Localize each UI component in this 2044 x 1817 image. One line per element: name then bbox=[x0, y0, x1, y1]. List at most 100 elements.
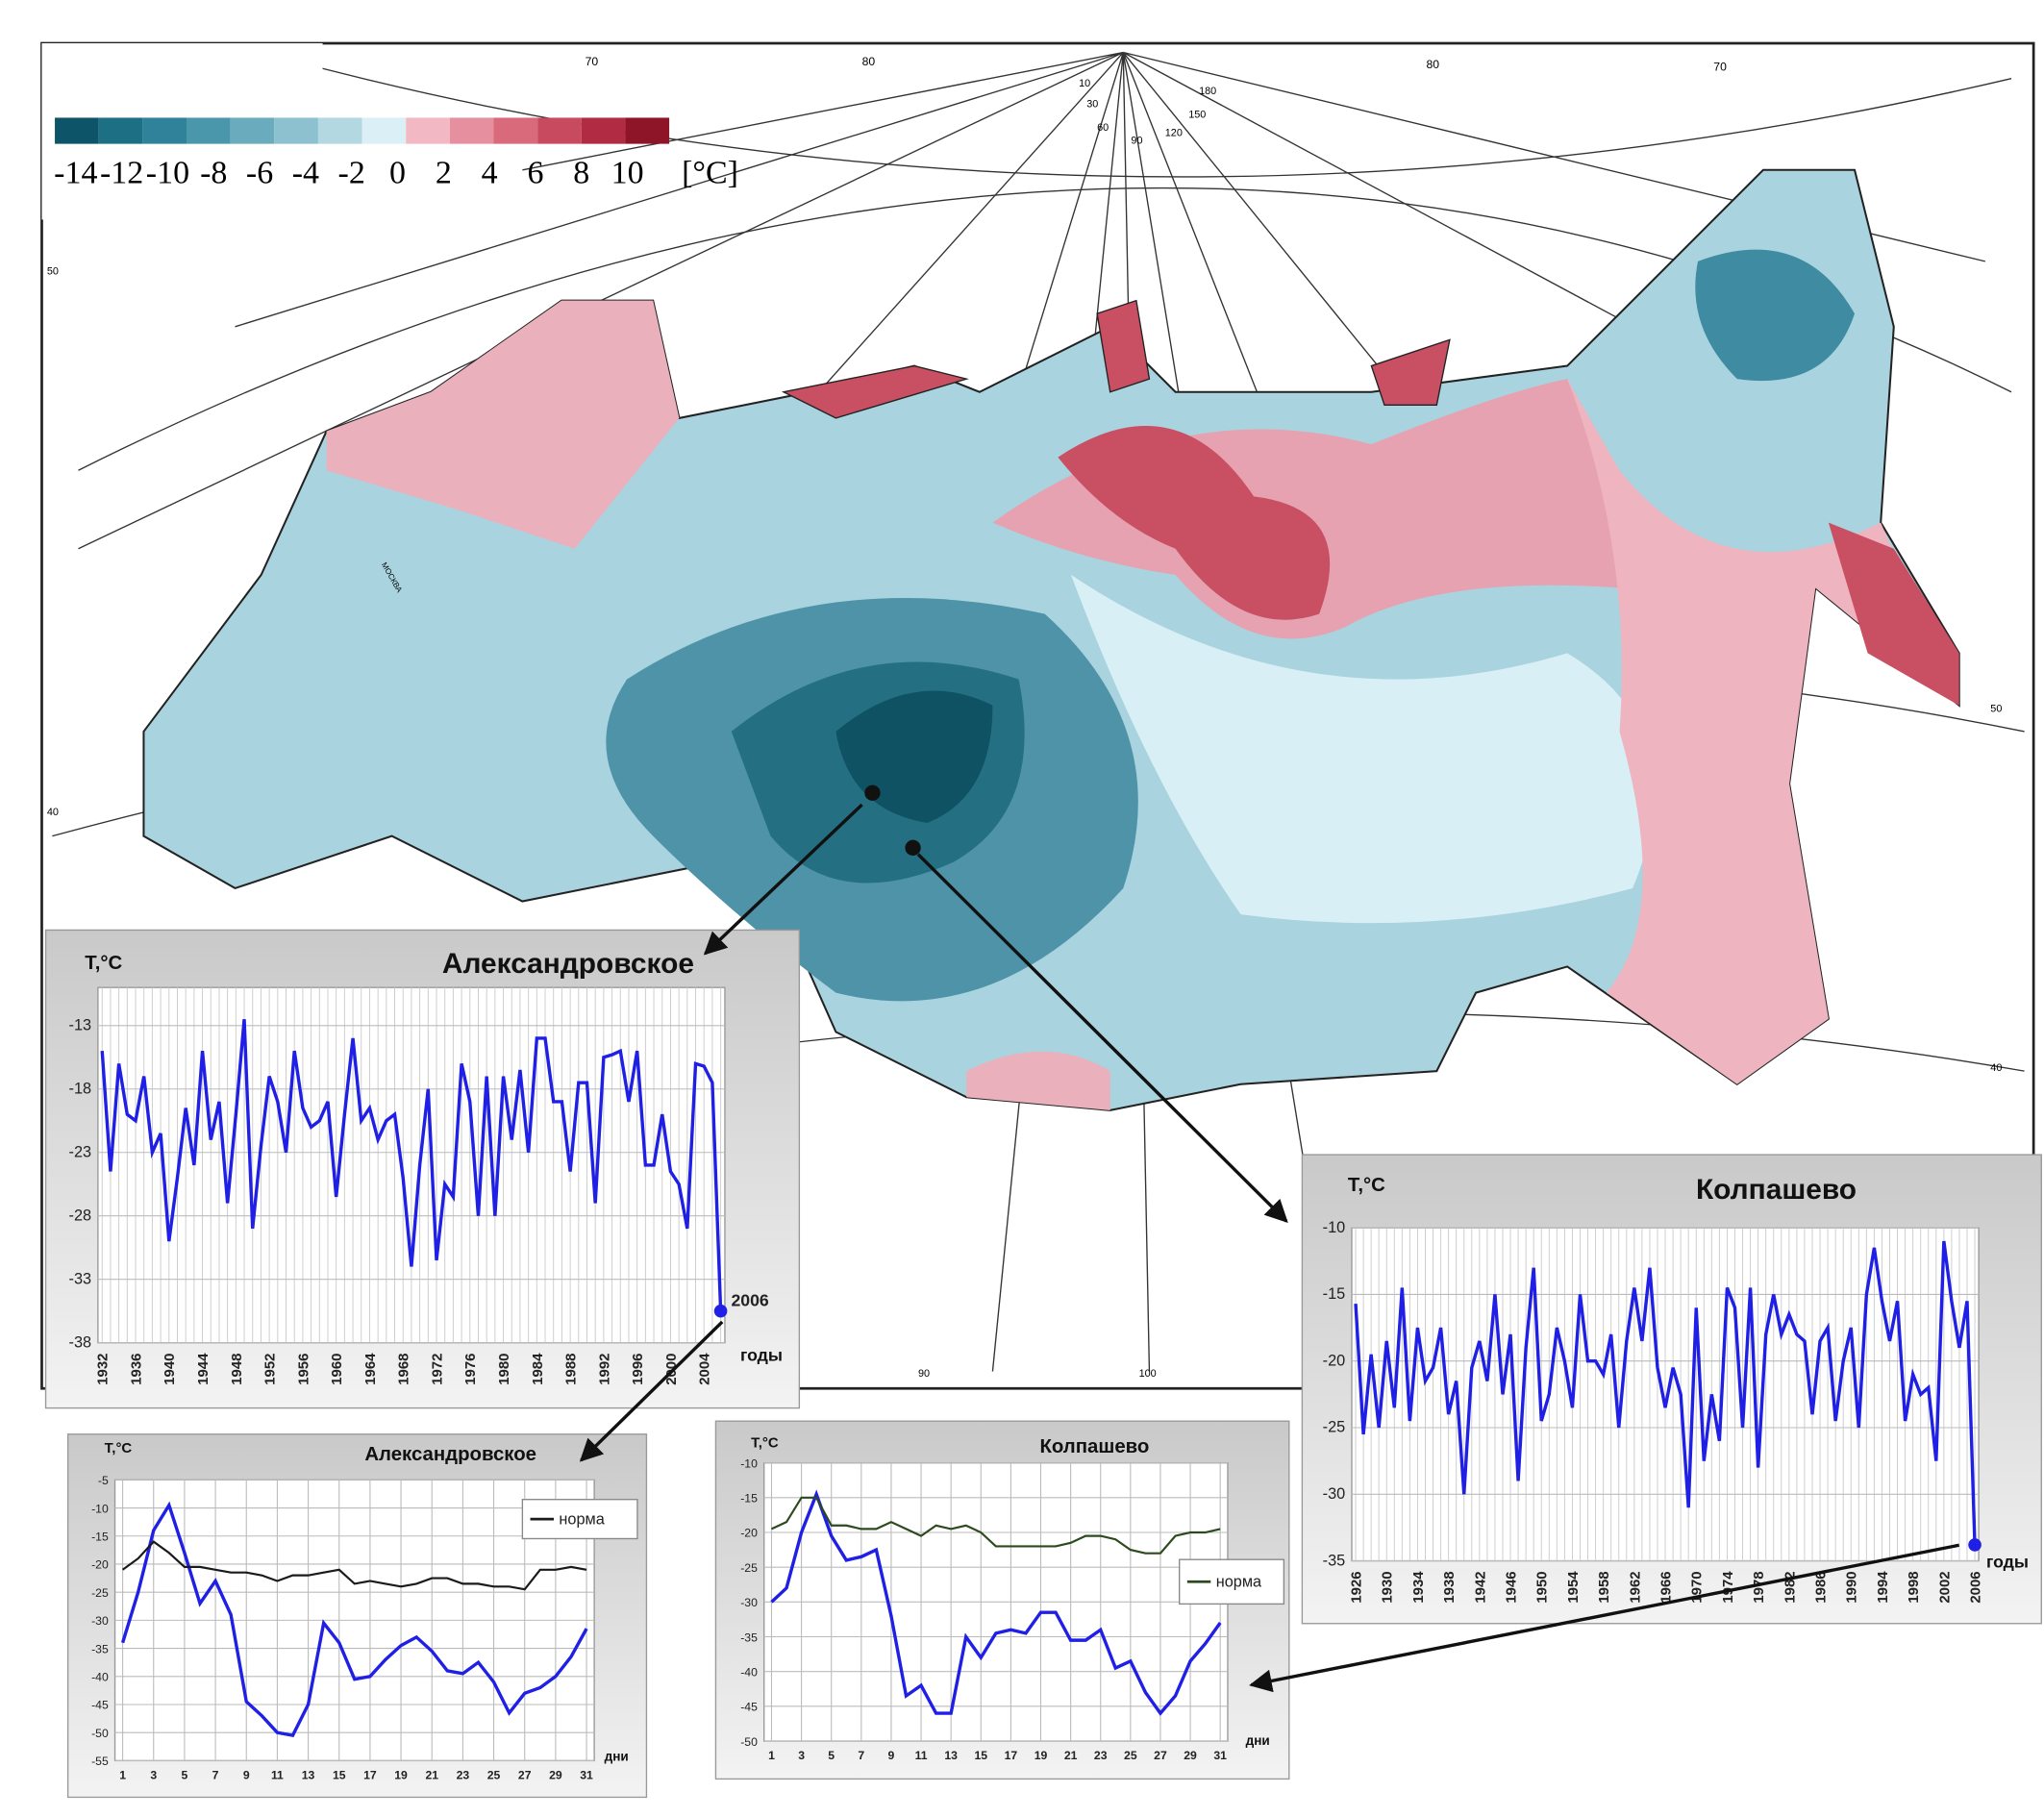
annotation: 2006 bbox=[731, 1290, 768, 1309]
x-tick-label: 1950 bbox=[1534, 1571, 1551, 1603]
arrow bbox=[703, 803, 863, 956]
x-tick-label: 31 bbox=[1213, 1749, 1227, 1762]
series-line bbox=[770, 1489, 1222, 1716]
y-tick-label: -10 bbox=[740, 1456, 758, 1470]
scale-label: 8 bbox=[573, 155, 589, 190]
x-tick-label: 1942 bbox=[1472, 1571, 1488, 1603]
series-line bbox=[1354, 1240, 1977, 1545]
y-tick-label: -35 bbox=[91, 1642, 109, 1655]
x-tick-label: 2002 bbox=[1936, 1571, 1953, 1603]
y-axis-label: Т,°С bbox=[751, 1434, 779, 1451]
y-tick-label: -35 bbox=[1323, 1552, 1346, 1569]
y-axis-label: Т,°С bbox=[105, 1440, 133, 1456]
scale-label: -6 bbox=[246, 155, 273, 190]
x-tick-label: 19 bbox=[394, 1768, 408, 1781]
x-tick-label: 9 bbox=[243, 1768, 250, 1781]
x-tick-label: 7 bbox=[858, 1749, 864, 1762]
x-tick-label: 29 bbox=[1184, 1749, 1197, 1762]
x-tick-label: 2006 bbox=[1967, 1571, 1983, 1603]
x-tick-label: 27 bbox=[1154, 1749, 1167, 1762]
x-tick-label: 1992 bbox=[596, 1354, 612, 1385]
x-tick-label: 1934 bbox=[1410, 1571, 1427, 1604]
x-axis-label: годы bbox=[740, 1346, 783, 1365]
x-tick-label: 1 bbox=[768, 1749, 775, 1762]
x-tick-label: 13 bbox=[944, 1749, 958, 1762]
x-tick-label: 19 bbox=[1034, 1749, 1048, 1762]
y-tick-label: -55 bbox=[91, 1755, 109, 1768]
y-tick-label: -15 bbox=[740, 1492, 758, 1506]
scale-label: -2 bbox=[338, 155, 365, 190]
x-axis-label: дни bbox=[1246, 1733, 1270, 1748]
y-tick-label: -13 bbox=[69, 1017, 92, 1034]
y-tick-label: -28 bbox=[69, 1207, 92, 1224]
x-tick-label: 13 bbox=[302, 1768, 315, 1781]
grid-label: 90 bbox=[918, 1368, 930, 1380]
chart-title: Колпашево bbox=[1039, 1436, 1149, 1457]
series-line bbox=[771, 1496, 1221, 1555]
scale-label: -12 bbox=[100, 155, 143, 190]
chart-title: Колпашево bbox=[1696, 1174, 1857, 1206]
scale-swatch bbox=[406, 117, 450, 144]
y-tick-label: -10 bbox=[1323, 1219, 1346, 1236]
x-tick-label: 1988 bbox=[563, 1354, 580, 1385]
y-tick-label: -30 bbox=[740, 1596, 758, 1609]
anomaly-positive bbox=[326, 300, 680, 549]
anomaly-positive bbox=[966, 1051, 1110, 1110]
x-axis-label: годы bbox=[1986, 1552, 2029, 1571]
scale-swatch bbox=[581, 117, 626, 144]
anomaly-negative bbox=[1695, 249, 1856, 382]
scale-label: 10 bbox=[611, 155, 644, 190]
x-tick-label: 1 bbox=[119, 1768, 126, 1781]
x-tick-label: 23 bbox=[1094, 1749, 1108, 1762]
x-tick-label: 29 bbox=[549, 1768, 562, 1781]
arrow bbox=[1249, 1543, 1960, 1693]
x-tick-label: 1980 bbox=[496, 1354, 512, 1385]
y-tick-label: -23 bbox=[69, 1143, 92, 1160]
x-tick-label: 1984 bbox=[530, 1353, 546, 1385]
x-tick-label: 1972 bbox=[429, 1354, 445, 1385]
y-tick-label: -45 bbox=[91, 1699, 109, 1712]
x-tick-label: 3 bbox=[798, 1749, 805, 1762]
x-tick-label: 1966 bbox=[1658, 1571, 1674, 1603]
scale-swatch bbox=[317, 117, 362, 144]
scale-label: 6 bbox=[527, 155, 543, 190]
x-tick-label: 1944 bbox=[195, 1353, 212, 1385]
anomaly-strong-positive bbox=[1828, 522, 1959, 706]
x-tick-label: 5 bbox=[182, 1768, 188, 1781]
scale-label: 2 bbox=[436, 155, 452, 190]
x-tick-label: 1962 bbox=[1627, 1571, 1643, 1603]
x-tick-label: 21 bbox=[425, 1768, 438, 1781]
x-tick-label: 1926 bbox=[1348, 1571, 1364, 1603]
y-tick-label: -25 bbox=[740, 1561, 758, 1575]
x-tick-label: 15 bbox=[333, 1768, 346, 1781]
x-tick-label: 1978 bbox=[1751, 1571, 1767, 1603]
y-axis-label: Т,°С bbox=[85, 953, 122, 974]
color-scale: -14 -12 -10 -8 -6 -4 -2 0 2 4 6 8 10 [°C] bbox=[54, 117, 738, 190]
x-tick-label: 1936 bbox=[128, 1354, 144, 1385]
legend-label: норма bbox=[559, 1511, 605, 1529]
x-tick-label: 17 bbox=[363, 1768, 377, 1781]
arrow bbox=[916, 853, 1288, 1224]
scale-unit: [°C] bbox=[682, 155, 738, 190]
series-line bbox=[100, 1019, 723, 1311]
x-tick-label: 25 bbox=[1124, 1749, 1137, 1762]
x-tick-label: 1976 bbox=[462, 1354, 479, 1385]
station-point bbox=[864, 784, 881, 801]
x-tick-label: 27 bbox=[518, 1768, 532, 1781]
end-point bbox=[1968, 1538, 1982, 1552]
scale-label: -10 bbox=[146, 155, 189, 190]
grid-label: 100 bbox=[1139, 1368, 1157, 1380]
chart-panel: -10-15-20-25-30-35-40-45-501 3 5 7 9 11 13 15 17… bbox=[714, 1420, 1290, 1780]
grid-label: 60 bbox=[1097, 122, 1109, 134]
grid-label: 50 bbox=[1990, 704, 2002, 715]
y-tick-label: -25 bbox=[1323, 1419, 1346, 1436]
grid-label: 70 bbox=[1713, 61, 1727, 74]
x-tick-label: 1946 bbox=[1503, 1571, 1519, 1603]
scale-label: 0 bbox=[389, 155, 406, 190]
y-tick-label: -45 bbox=[740, 1701, 758, 1714]
warm-zone bbox=[1070, 574, 1655, 924]
y-tick-label: -5 bbox=[98, 1474, 109, 1487]
y-tick-label: -40 bbox=[740, 1665, 758, 1679]
